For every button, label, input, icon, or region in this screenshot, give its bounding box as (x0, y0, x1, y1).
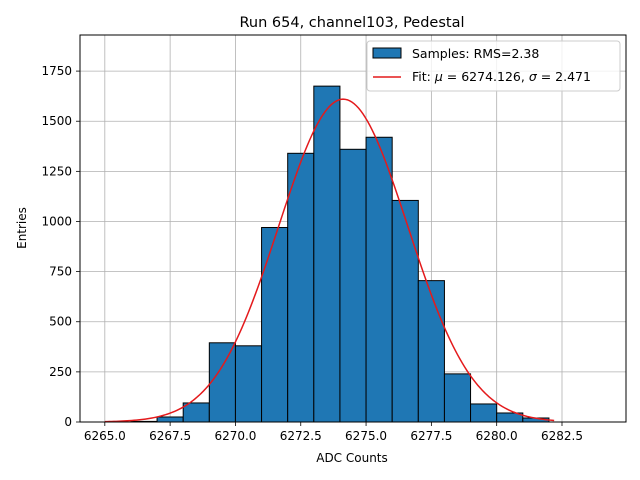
histogram-bar (313, 85, 341, 423)
legend-histogram-label: Samples: RMS=2.38 (412, 46, 539, 61)
legend-box (366, 40, 621, 92)
histogram-bar (182, 402, 210, 423)
histogram-bar (287, 152, 315, 423)
y-tick-label: 500 (49, 315, 72, 329)
histogram-bar (208, 342, 236, 423)
x-tick-label: 6277.5 (410, 429, 452, 443)
y-axis-label: Entries (15, 207, 29, 249)
histogram-bar (417, 280, 445, 423)
y-tick-label: 1000 (41, 214, 72, 228)
x-tick-label: 6272.5 (280, 429, 322, 443)
histogram-bar (261, 226, 289, 423)
histogram-bar (234, 345, 263, 423)
x-tick-label: 6275.0 (345, 429, 387, 443)
x-tick-label: 6265.0 (84, 429, 126, 443)
y-tick-label: 1750 (41, 64, 72, 78)
y-axis-ticks: 0 250 500 750 1000 1250 1500 1750 (41, 64, 80, 429)
x-tick-label: 6270.0 (214, 429, 256, 443)
histogram-bar (391, 199, 419, 423)
histogram-bar (365, 136, 393, 423)
histogram-bar (156, 416, 184, 423)
y-tick-label: 250 (49, 365, 72, 379)
x-tick-label: 6282.5 (541, 429, 583, 443)
histogram-bar (339, 148, 367, 423)
histogram-bars (130, 85, 550, 423)
x-tick-label: 6280.0 (476, 429, 518, 443)
chart-title: Run 654, channel103, Pedestal (239, 15, 464, 31)
legend: Samples: RMS=2.38 Fit: μ = 6274.126, σ =… (366, 40, 621, 92)
histogram-bar (443, 373, 472, 423)
histogram-bar (470, 403, 498, 423)
x-tick-label: 6267.5 (149, 429, 191, 443)
legend-fit-label: Fit: μ = 6274.126, σ = 2.471 (412, 69, 591, 84)
y-tick-label: 1500 (41, 114, 72, 128)
x-axis-label: ADC Counts (316, 451, 388, 465)
x-axis-ticks: 6265.0 6267.5 6270.0 6272.5 6275.0 6277.5 6280… (84, 422, 583, 443)
y-tick-label: 0 (64, 415, 72, 429)
y-tick-label: 750 (49, 265, 72, 279)
y-tick-label: 1250 (41, 164, 72, 178)
legend-histogram-swatch (372, 47, 402, 59)
plot-frame (79, 34, 627, 423)
fit-curve (104, 98, 555, 423)
